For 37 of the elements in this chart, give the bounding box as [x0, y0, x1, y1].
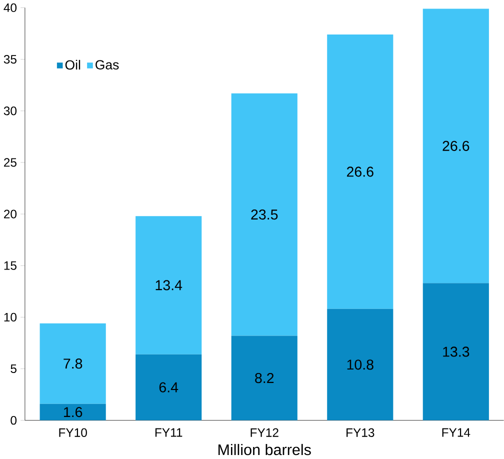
- bar: [327, 34, 394, 310]
- x-tick-label: FY13: [346, 428, 374, 438]
- x-tick-label: FY12: [250, 428, 278, 438]
- bar: [231, 336, 298, 421]
- data-label: 6.4: [159, 382, 178, 393]
- bar: [136, 354, 202, 421]
- x-tick-label: FY11: [155, 428, 182, 437]
- data-label: 13.3: [443, 346, 470, 358]
- legend-label: Gas: [96, 60, 119, 70]
- data-label: 7.8: [64, 358, 82, 369]
- data-label: 1.6: [64, 407, 82, 418]
- legend-label: Oil: [65, 60, 80, 70]
- data-label: 8.2: [255, 373, 274, 384]
- y-tick-label: 30: [4, 106, 17, 116]
- data-label: 26.6: [442, 141, 470, 152]
- y-tick-label: 15: [4, 262, 16, 270]
- y-tick-label: 10: [4, 313, 17, 322]
- y-tick-label: 40: [4, 4, 17, 12]
- x-axis-title: Million barrels: [218, 444, 311, 456]
- bar: [40, 404, 106, 421]
- bar: [40, 324, 106, 404]
- x-tick-label: FY10: [59, 428, 87, 438]
- bar: [136, 216, 202, 355]
- y-tick-label: 25: [4, 158, 16, 167]
- y-tick-label: 20: [4, 210, 17, 219]
- bar: [422, 283, 489, 421]
- bar: [327, 309, 394, 421]
- data-label: 13.4: [156, 280, 182, 290]
- x-tick-label: FY14: [442, 428, 470, 437]
- data-label: 23.5: [251, 210, 278, 220]
- y-tick-label: 35: [4, 55, 16, 64]
- data-label: 26.6: [346, 166, 374, 178]
- bar: [422, 8, 489, 284]
- y-tick-label: 0: [10, 416, 17, 425]
- bar: [231, 94, 298, 336]
- y-tick-label: 5: [10, 364, 16, 374]
- data-label: 10.8: [347, 360, 374, 370]
